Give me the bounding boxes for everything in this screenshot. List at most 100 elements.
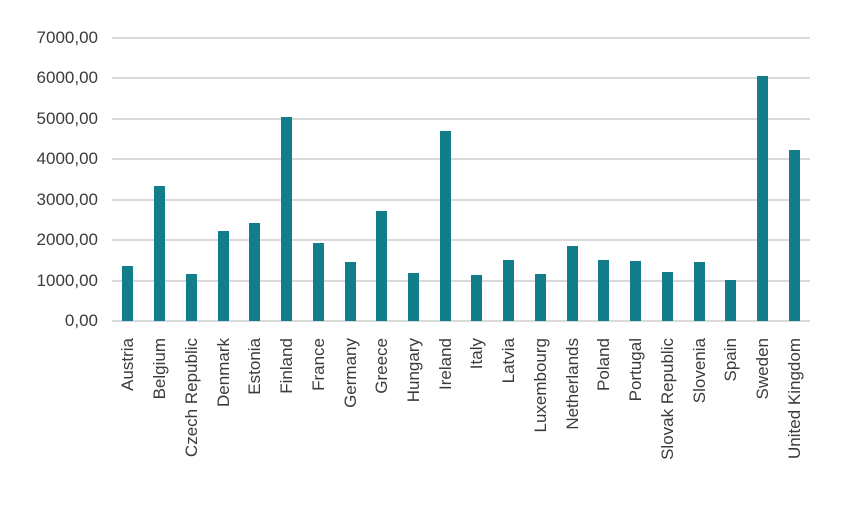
y-tick-label: 0,00 [64,311,98,330]
bar-slot [683,38,715,321]
bar-slot [588,38,620,321]
x-cell: Hungary [398,338,430,498]
gridline [112,279,810,282]
bar-united-kingdom [788,149,800,321]
gridline [112,239,810,242]
x-cell: Finland [271,338,303,498]
x-tick-label: France [308,338,328,391]
y-tick-label: 7000,00 [36,28,98,47]
x-cell: Portugal [620,338,652,498]
x-tick-label: Slovenia [689,338,709,404]
y-axis: 0,00 1000,00 2000,00 3000,00 4000,00 5000,00 6… [0,0,98,505]
x-cell: Czech Republic [175,338,207,498]
bar-greece [376,211,388,321]
x-tick-label: Portugal [626,338,646,402]
x-tick-label: Sweden [753,338,773,400]
bar-slot [747,38,779,321]
x-tick-label: Ireland [435,338,455,390]
bar-slot [175,38,207,321]
bar-estonia [249,223,261,321]
gridline [112,117,810,120]
x-tick-label: Estonia [245,338,265,395]
bar-germany [344,262,356,321]
bar-slot [556,38,588,321]
gridline [112,320,810,322]
x-cell: Greece [366,338,398,498]
x-cell: Ireland [429,338,461,498]
y-tick-label: 6000,00 [36,68,98,88]
x-tick-label: Finland [277,338,297,394]
y-tick-label: 5000,00 [36,108,98,128]
x-tick-label: Austria [118,338,138,391]
bar-netherlands [566,245,578,321]
gridline [112,158,810,161]
bar-latvia [503,259,515,321]
bar-slot [239,38,271,321]
y-tick-label: 2000,00 [36,230,98,250]
x-cell: France [302,338,334,498]
bar-portugal [630,261,642,321]
bar-slot [366,38,398,321]
gridline [112,77,810,80]
x-cell: Italy [461,338,493,498]
bar-spain [725,280,737,321]
bar-sweden [757,76,769,321]
bar-slot [271,38,303,321]
x-cell: Belgium [144,338,176,498]
x-cell: Denmark [207,338,239,498]
bar-slovak-republic [661,272,673,321]
bar-poland [598,259,610,321]
bar-slot [715,38,747,321]
bar-slot [398,38,430,321]
bar-hungary [407,272,419,321]
bar-ireland [439,131,451,321]
x-tick-label: Slovak Republic [657,338,677,460]
gridline [112,198,810,201]
x-cell: Germany [334,338,366,498]
bar-czech-republic [185,273,197,321]
bar-france [312,243,324,321]
x-tick-label: United Kingdom [784,338,804,459]
x-cell: Latvia [493,338,525,498]
x-cell: Austria [112,338,144,498]
x-tick-label: Luxembourg [530,338,550,433]
x-cell: Slovenia [683,338,715,498]
bar-slot [302,38,334,321]
plot-area [112,37,810,322]
x-tick-label: Poland [594,338,614,391]
bar-slot [493,38,525,321]
bar-slot [207,38,239,321]
bar-series [112,38,810,321]
x-cell: Luxembourg [525,338,557,498]
bar-slot [525,38,557,321]
bar-slot [651,38,683,321]
bar-italy [471,274,483,321]
y-tick-label: 4000,00 [36,149,98,169]
x-cell: Poland [588,338,620,498]
x-cell: United Kingdom [778,338,810,498]
x-tick-label: Germany [340,338,360,408]
x-cell: Estonia [239,338,271,498]
bar-denmark [217,230,229,321]
bar-luxembourg [534,273,546,321]
x-cell: Sweden [747,338,779,498]
x-tick-label: Belgium [150,338,170,400]
x-tick-label: Hungary [403,338,423,403]
bar-slot [620,38,652,321]
bar-slot [461,38,493,321]
x-cell: Netherlands [556,338,588,498]
x-tick-label: Netherlands [562,338,582,430]
bar-slot [778,38,810,321]
y-tick-label: 1000,00 [36,270,98,290]
y-tick-label: 3000,00 [36,189,98,209]
x-tick-label: Czech Republic [181,338,201,458]
x-tick-label: Spain [721,338,741,382]
bar-slovenia [693,261,705,321]
x-tick-label: Italy [467,338,487,370]
x-axis: Austria Belgium Czech Republic Denmark Eston… [112,338,810,498]
x-tick-label: Latvia [499,338,519,384]
x-cell: Spain [715,338,747,498]
bar-austria [122,266,134,321]
bar-slot [144,38,176,321]
